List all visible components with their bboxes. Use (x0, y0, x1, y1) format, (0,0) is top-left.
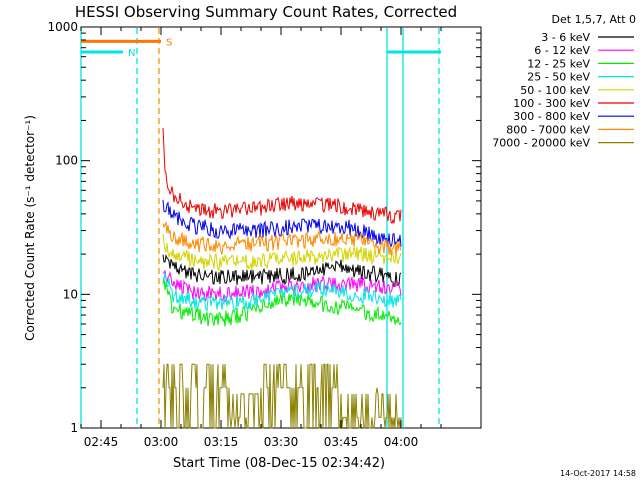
x-axis: 02:45 03:00 03:15 03:30 03:45 04:00 (80, 27, 482, 449)
y-tick-label: 1 (70, 421, 78, 435)
x-tick-label: 03:45 (324, 435, 359, 449)
flag-bars: NS (81, 37, 441, 59)
series-line (162, 127, 402, 225)
chart-title: HESSI Observing Summary Count Rates, Cor… (75, 3, 457, 21)
x-tick-label: 03:00 (144, 435, 179, 449)
series-line (162, 277, 402, 327)
legend-label: 3 - 6 keV (541, 31, 590, 44)
y-tick-label: 10 (63, 287, 78, 301)
x-tick-label: 03:15 (204, 435, 239, 449)
y-tick-label: 1000 (47, 20, 78, 34)
series-line (162, 253, 402, 288)
y-axis: 1 10 100 1000 (47, 20, 481, 435)
footer-date: 14-Oct-2017 14:58 (560, 469, 636, 478)
x-tick-label: 02:45 (84, 435, 119, 449)
legend-label: 800 - 7000 keV (506, 123, 590, 136)
legend-label: 300 - 800 keV (513, 110, 590, 123)
legend-label: 50 - 100 keV (520, 84, 590, 97)
vertical-markers (80, 28, 440, 428)
flag-bar-label: N (128, 48, 135, 59)
x-tick-label: 04:00 (384, 435, 419, 449)
series-line (162, 233, 402, 272)
legend-label: 12 - 25 keV (527, 57, 590, 70)
series-line (162, 363, 402, 429)
series-line (162, 272, 402, 313)
flag-bar-label: S (166, 37, 172, 48)
y-tick-label: 100 (55, 154, 78, 168)
legend-title: Det 1,5,7, Att 0 (552, 13, 636, 26)
series-layer (162, 127, 402, 429)
legend-label: 7000 - 20000 keV (492, 137, 590, 150)
legend-label: 25 - 50 keV (527, 71, 590, 84)
series-line (162, 222, 402, 256)
plot-frame (80, 26, 482, 429)
series-line (162, 270, 402, 303)
legend-label: 100 - 300 keV (513, 97, 590, 110)
x-tick-label: 03:30 (264, 435, 299, 449)
y-axis-label: Corrected Count Rate (s⁻¹ detector⁻¹) (23, 115, 37, 341)
legend-label: 6 - 12 keV (534, 44, 590, 57)
x-axis-label: Start Time (08-Dec-15 02:34:42) (173, 456, 385, 471)
